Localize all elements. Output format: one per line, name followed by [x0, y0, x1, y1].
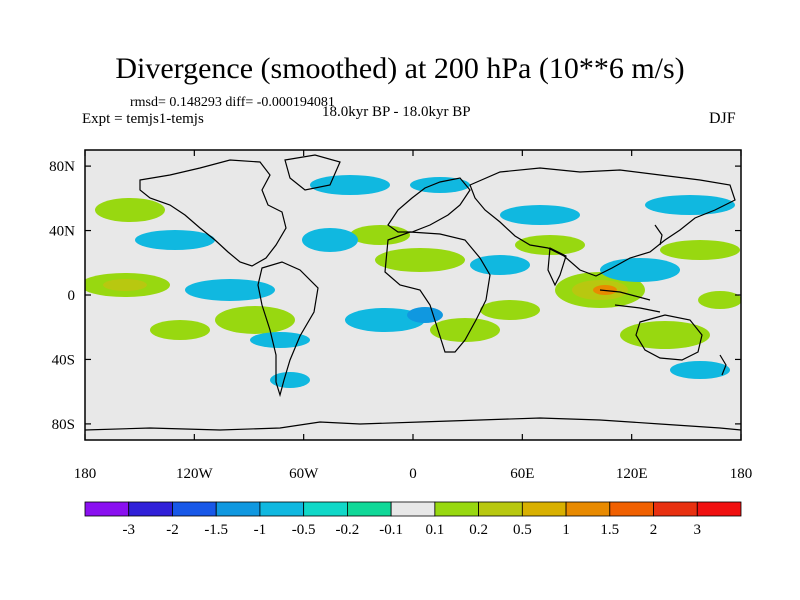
legend-swatch: [653, 501, 698, 517]
legend-swatch: [390, 501, 436, 517]
legend-label: 0.5: [513, 522, 532, 538]
lon-tick-label: 60W: [289, 466, 319, 482]
legend-label: 0.2: [469, 522, 488, 538]
legend-swatch: [259, 501, 305, 517]
legend-swatch: [434, 501, 480, 517]
lat-tick-label: 80N: [49, 159, 75, 175]
legend-swatch: [215, 501, 261, 517]
legend-label: 1.5: [600, 522, 619, 538]
legend-label: -1: [254, 522, 267, 538]
map-title: Divergence (smoothed) at 200 hPa (10**6 …: [115, 52, 685, 85]
legend-swatch: [172, 501, 217, 517]
legend-label: 0.1: [425, 522, 444, 538]
lon-tick-label: 120E: [616, 466, 648, 482]
longitude-ticks: 180 120W 60W 0 60E 120E 180: [74, 150, 753, 482]
latitude-ticks: 80N 40N 0 40S 80S: [49, 159, 741, 433]
legend-label: -0.5: [292, 522, 316, 538]
legend-swatch: [346, 501, 392, 517]
legend-label: -2: [166, 522, 179, 538]
lon-tick-label: 0: [409, 466, 417, 482]
legend-label: -0.1: [379, 522, 403, 538]
legend-label: -1.5: [204, 522, 228, 538]
legend-swatch: [303, 501, 348, 517]
lat-tick-label: 40N: [49, 224, 75, 240]
coastlines: [85, 154, 741, 431]
legend-label: -3: [122, 522, 135, 538]
lon-tick-label: 180: [74, 466, 97, 482]
legend-label: 1: [562, 522, 570, 538]
experiment-label: Expt = temjs1-temjs: [82, 111, 204, 127]
stats-text: rmsd= 0.148293 diff= -0.000194081: [130, 95, 335, 110]
legend-label: -0.2: [336, 522, 360, 538]
lat-tick-label: 0: [68, 288, 76, 304]
lon-tick-label: 180: [730, 466, 753, 482]
legend-label: 2: [650, 522, 658, 538]
legend-swatch: [521, 501, 567, 517]
lat-tick-label: 80S: [52, 417, 75, 433]
lat-tick-label: 40S: [52, 352, 75, 368]
season-label: DJF: [709, 110, 736, 127]
legend-swatch: [696, 501, 742, 517]
legend-swatch: [565, 501, 611, 517]
legend-swatch: [128, 501, 173, 517]
legend-swatch: [478, 501, 523, 517]
legend-swatch: [84, 501, 130, 517]
period-label: 18.0kyr BP - 18.0kyr BP: [322, 104, 471, 120]
legend-swatch: [609, 501, 654, 517]
legend-bar: -3 -2 -1.5 -1 -0.5 -0.2 -0.1 0.1 0.2 0.5 1 1.5 2 3: [84, 501, 742, 538]
lon-tick-label: 120W: [176, 466, 214, 482]
legend-label: 3: [694, 522, 702, 538]
lon-tick-label: 60E: [510, 466, 534, 482]
